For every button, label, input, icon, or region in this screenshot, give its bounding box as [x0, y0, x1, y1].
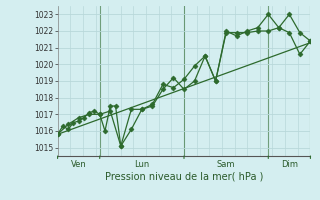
X-axis label: Pression niveau de la mer( hPa ): Pression niveau de la mer( hPa ) [105, 172, 263, 182]
Text: Lun: Lun [134, 160, 149, 169]
Text: Dim: Dim [281, 160, 298, 169]
Text: Sam: Sam [217, 160, 236, 169]
Text: Ven: Ven [71, 160, 86, 169]
